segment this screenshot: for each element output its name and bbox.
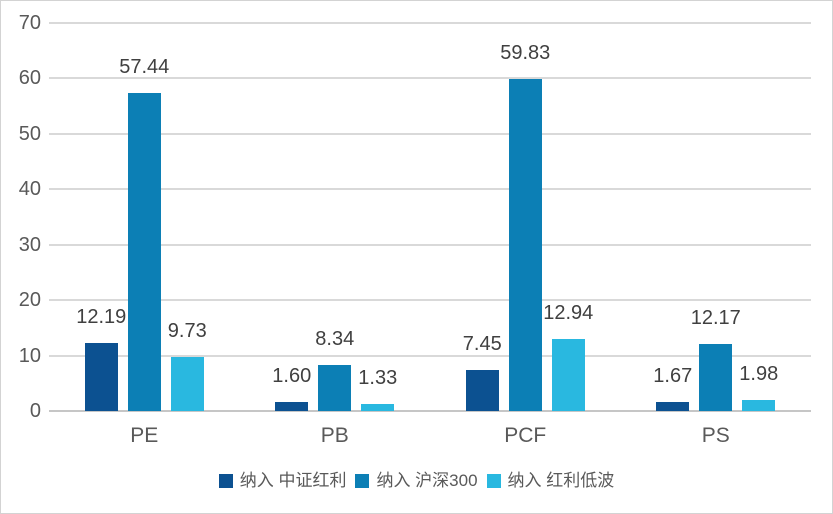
value-label: 59.83 <box>500 42 551 65</box>
value-label: 9.73 <box>167 320 207 343</box>
gridline <box>49 188 811 191</box>
value-label: 1.98 <box>739 363 779 386</box>
value-label: 8.34 <box>315 327 355 350</box>
legend-item-series2: 纳入 沪深300 <box>355 471 478 491</box>
y-axis-tick-label: 0 <box>29 400 41 422</box>
category-label-ps: PS <box>701 424 730 447</box>
legend-item-series1: 纳入 中证红利 <box>218 471 347 491</box>
gridline <box>49 77 811 80</box>
bar-pcf-series2 <box>508 79 542 411</box>
value-label: 12.19 <box>76 306 127 329</box>
legend-swatch-icon <box>486 474 501 488</box>
gridline <box>49 132 811 135</box>
x-axis-line <box>49 410 811 412</box>
category-label-pe: PE <box>130 424 159 447</box>
legend-label: 纳入 红利低波 <box>507 471 615 490</box>
bar-ps-series3 <box>742 400 776 411</box>
y-axis-tick-label: 70 <box>18 12 41 34</box>
y-axis-tick-label: 10 <box>18 344 41 367</box>
y-axis-tick-label: 50 <box>18 122 41 145</box>
value-label: 1.67 <box>653 364 693 387</box>
legend-swatch-icon <box>218 474 233 488</box>
legend-label: 纳入 沪深300 <box>376 471 478 490</box>
gridline <box>49 299 811 302</box>
bar-pe-series3 <box>170 357 204 411</box>
value-label: 1.60 <box>272 365 312 388</box>
category-label-pcf: PCF <box>504 424 547 447</box>
y-axis-tick-label: 20 <box>18 289 41 312</box>
bar-pe-series2 <box>127 92 161 411</box>
value-label: 12.17 <box>690 306 741 329</box>
bar-pe-series1 <box>84 343 118 411</box>
bar-pcf-series1 <box>465 369 499 411</box>
bar-pcf-series3 <box>551 339 585 411</box>
y-axis-tick-label: 40 <box>18 178 41 201</box>
legend: 纳入 中证红利 纳入 沪深300 纳入 红利低波 <box>1 467 832 495</box>
gridline <box>49 354 811 357</box>
value-label: 12.94 <box>543 302 594 325</box>
gridline <box>49 22 811 24</box>
bar-pb-series2 <box>318 364 352 411</box>
value-label: 1.33 <box>358 366 398 389</box>
bar-ps-series2 <box>699 343 733 411</box>
bar-pb-series1 <box>275 402 309 411</box>
bar-pb-series3 <box>361 403 395 411</box>
value-label: 7.45 <box>462 332 502 355</box>
y-axis-tick-label: 30 <box>18 233 41 256</box>
value-label: 57.44 <box>119 55 170 78</box>
gridline <box>49 243 811 246</box>
category-label-pb: PB <box>320 424 349 447</box>
legend-item-series3: 纳入 红利低波 <box>486 471 615 491</box>
bar-ps-series1 <box>656 401 690 411</box>
legend-label: 纳入 中证红利 <box>239 471 347 490</box>
y-axis-tick-label: 60 <box>18 67 41 90</box>
legend-swatch-icon <box>355 474 370 488</box>
